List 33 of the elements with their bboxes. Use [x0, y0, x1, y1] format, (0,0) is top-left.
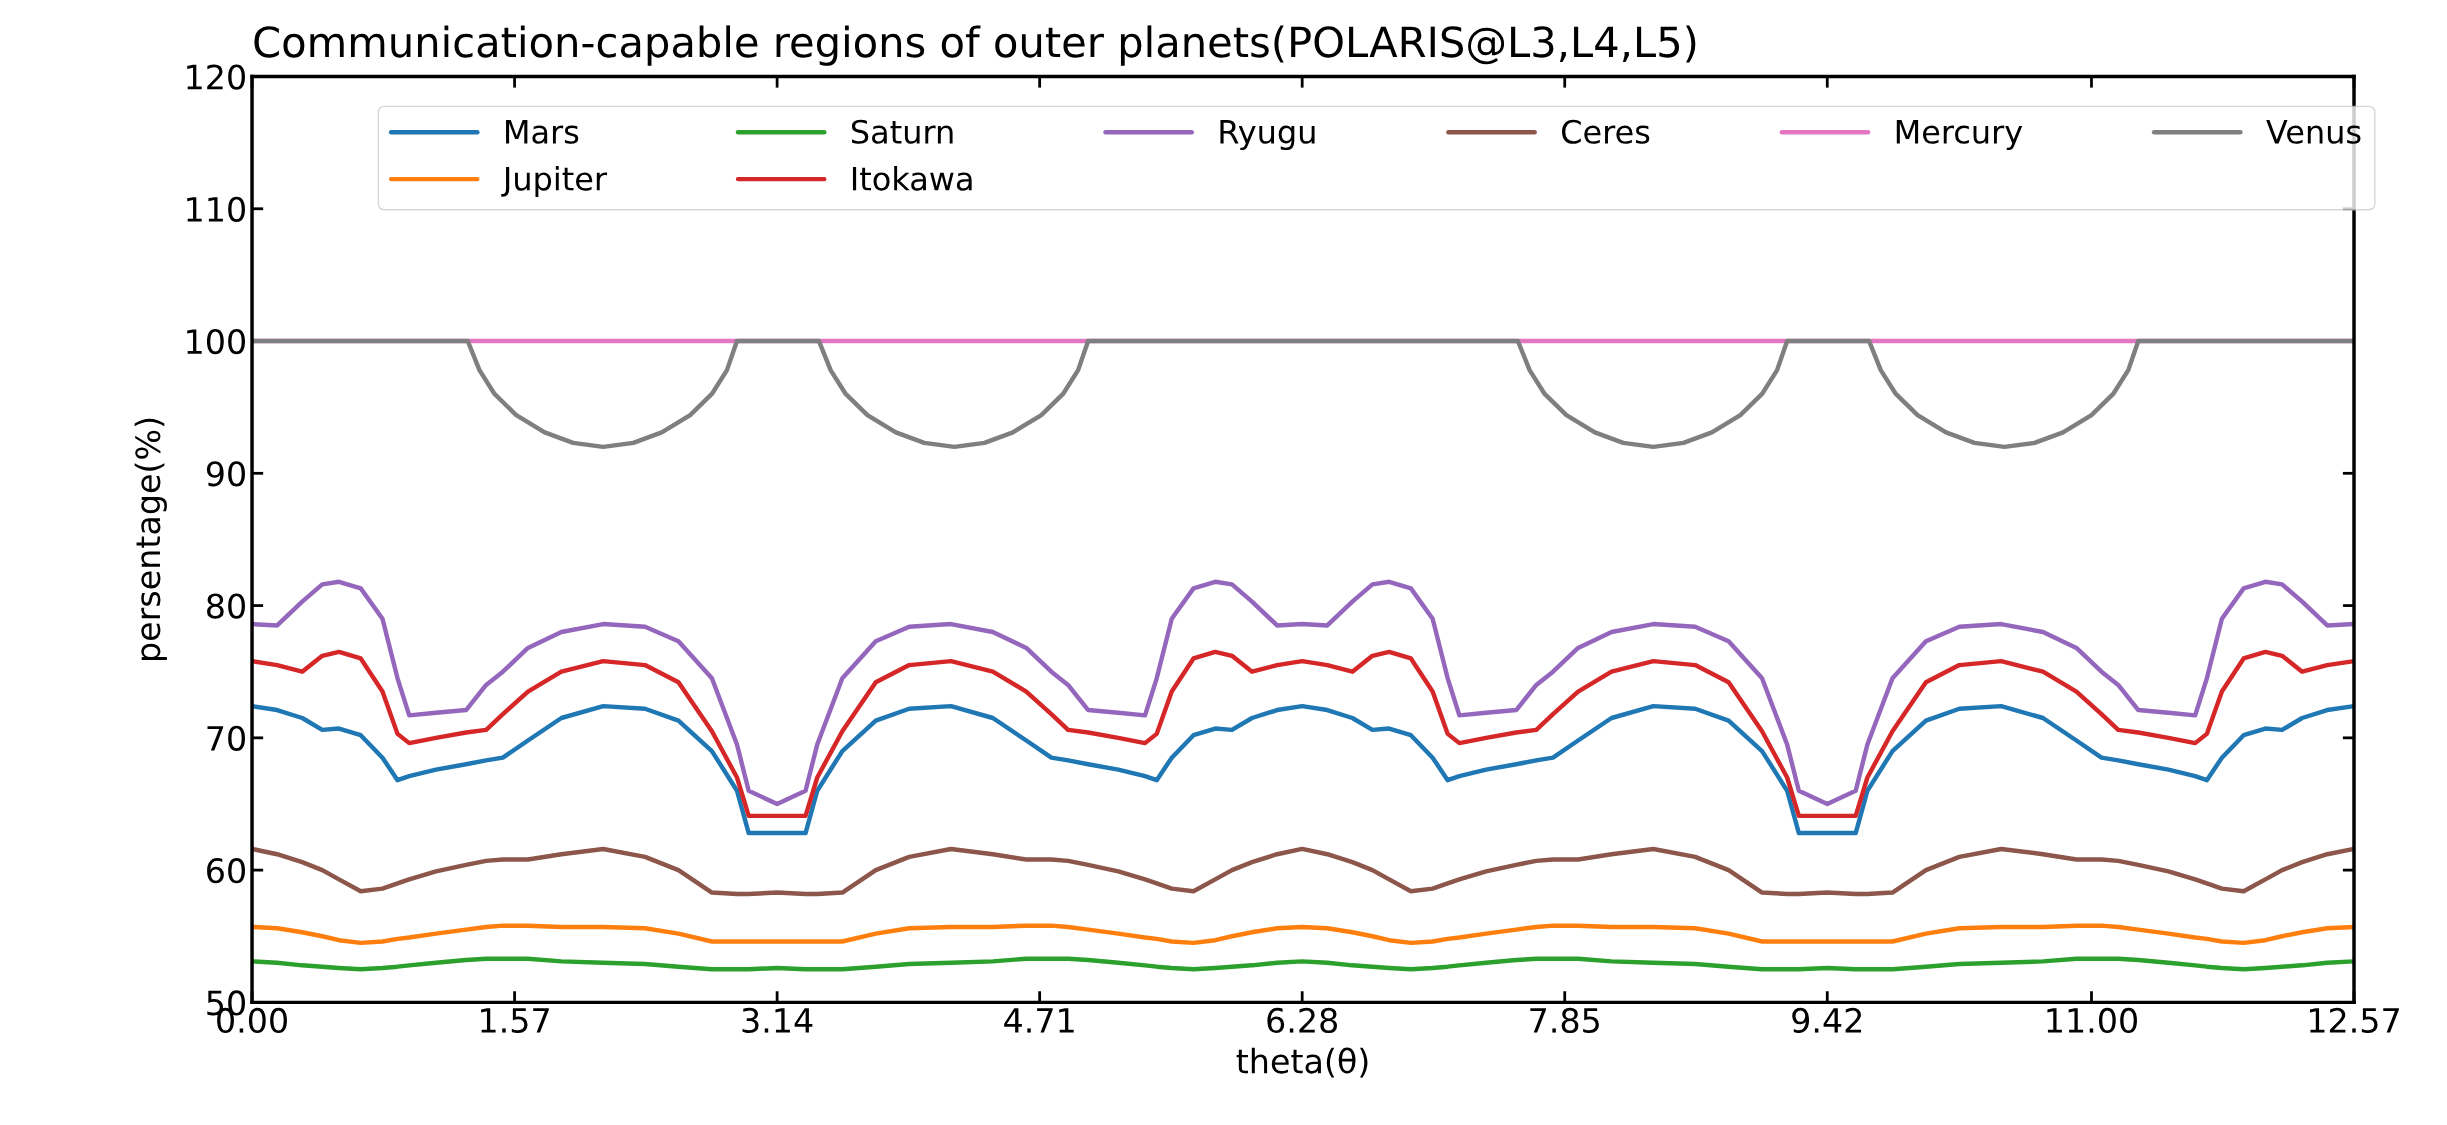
legend-label: Ryugu	[1220, 120, 1315, 151]
x-axis-title: theta(θ)	[1236, 1047, 1368, 1078]
y-tick-label: 110	[187, 196, 245, 222]
y-tick-label: 90	[206, 461, 245, 487]
x-tick-label: 7.85	[1530, 1007, 1599, 1034]
legend-label: Venus	[2266, 120, 2361, 144]
y-tick-label: 100	[187, 328, 245, 355]
line-series	[252, 923, 2355, 946]
x-tick-label: 6.28	[1267, 1007, 1338, 1034]
y-axis-title: persentage(%)	[134, 418, 167, 661]
line-series	[252, 703, 2355, 836]
legend-label: Ceres	[1562, 119, 1650, 144]
line-series	[252, 579, 2355, 807]
y-tick-label: 60	[207, 858, 245, 884]
line-series	[252, 846, 2355, 897]
line-series	[252, 956, 2355, 972]
y-tick-label: 120	[187, 64, 245, 90]
legend-label: Mars	[506, 120, 579, 144]
y-tick-label: 70	[207, 725, 245, 751]
x-tick-label: 3.14	[742, 1007, 813, 1034]
x-tick-label: 12.57	[2309, 1007, 2399, 1034]
legend-label: Jupiter	[501, 166, 608, 197]
line-series	[252, 649, 2355, 819]
x-tick-label: 9.42	[1792, 1007, 1862, 1034]
legend-label: Mercury	[1896, 120, 2023, 151]
x-tick-label: 11.00	[2047, 1007, 2137, 1034]
legend-label: Itokawa	[852, 166, 972, 191]
legend-label: Saturn	[851, 119, 953, 144]
y-tick-label: 80	[207, 593, 245, 619]
x-tick-label: 4.71	[1004, 1008, 1074, 1033]
x-tick-label: 1.57	[481, 1008, 549, 1034]
line-series	[252, 338, 2355, 450]
chart-title: Communication-capable regions of outer planets(POLARIS@L3,L4,L5)	[254, 25, 1696, 66]
